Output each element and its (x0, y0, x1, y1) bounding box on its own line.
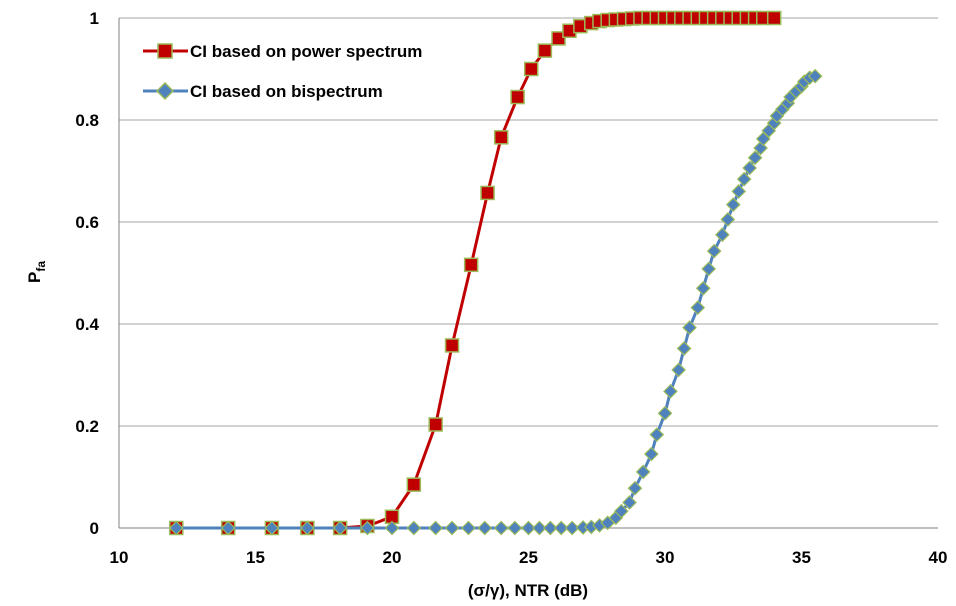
legend-marker-square (157, 43, 173, 59)
x-tick-label: 15 (246, 548, 265, 567)
data-point (428, 520, 444, 536)
data-point (551, 31, 566, 46)
y-tick-label: 0.6 (75, 213, 99, 232)
x-tick-label: 25 (519, 548, 538, 567)
data-point (300, 520, 315, 536)
data-point (682, 320, 697, 335)
svg-text:Pfa: Pfa (25, 261, 48, 283)
y-tick-label: 0.4 (75, 315, 99, 334)
data-point (720, 212, 736, 227)
data-point (663, 383, 678, 399)
data-point (332, 520, 348, 536)
data-point (537, 43, 553, 58)
data-point (695, 280, 711, 296)
data-point (461, 520, 476, 536)
y-tick-label: 0.2 (75, 417, 99, 436)
x-tick-label: 30 (656, 548, 675, 567)
data-point (444, 338, 460, 353)
data-point (493, 520, 509, 536)
legend-label-bispectrum: CI based on bispectrum (190, 82, 383, 101)
data-point (725, 197, 741, 213)
legend-item-power-spectrum: CI based on power spectrum (143, 42, 422, 61)
x-tick-labels: 10 15 20 25 30 35 40 (110, 548, 948, 567)
legend-item-bispectrum: CI based on bispectrum (143, 81, 383, 101)
x-axis-title: (σ/γ), NTR (dB) (468, 581, 588, 600)
data-point (523, 61, 539, 77)
data-point (220, 520, 236, 536)
data-point (168, 520, 184, 536)
legend-label-power-spectrum: CI based on power spectrum (190, 42, 422, 61)
data-point (532, 520, 547, 536)
data-point (406, 477, 422, 492)
data-point (736, 171, 752, 187)
data-point (747, 150, 763, 166)
data-point (542, 520, 558, 536)
data-point (507, 520, 523, 536)
data-point (463, 257, 479, 273)
y-axis-title-main: P (25, 272, 44, 283)
data-point (264, 520, 280, 536)
data-point (627, 480, 643, 496)
data-point (444, 520, 460, 536)
data-point (690, 300, 706, 316)
data-point (360, 520, 375, 536)
data-point (428, 417, 443, 432)
data-point (649, 427, 665, 443)
data-point (521, 520, 536, 536)
data-point (766, 10, 782, 26)
legend-marker-diamond (155, 81, 175, 101)
data-point (480, 185, 495, 201)
y-tick-label: 1 (90, 9, 99, 28)
legend: CI based on power spectrum CI based on b… (143, 42, 422, 101)
data-point (613, 503, 629, 519)
data-point (406, 520, 422, 536)
data-point (384, 520, 400, 536)
data-point (644, 446, 659, 462)
x-tick-label: 20 (383, 548, 402, 567)
data-point (635, 464, 651, 480)
data-point (622, 495, 637, 510)
y-tick-label: 0 (90, 519, 99, 538)
data-point (706, 243, 722, 259)
data-point (553, 520, 569, 536)
data-point (714, 227, 730, 243)
x-tick-label: 40 (929, 548, 948, 567)
y-tick-label: 0.8 (75, 111, 99, 130)
y-axis-title-sub: fa (34, 261, 48, 272)
data-point (564, 520, 580, 536)
data-point (657, 405, 673, 421)
horizontal-gridlines (119, 17, 938, 427)
data-point (731, 184, 747, 199)
data-point (676, 341, 692, 356)
data-point (477, 520, 493, 536)
series-layer (168, 10, 823, 536)
data-point (742, 160, 757, 176)
data-point (510, 89, 525, 105)
series-bispectrum (168, 68, 823, 536)
data-point (807, 68, 823, 84)
x-tick-label: 35 (792, 548, 811, 567)
y-tick-labels: 0 0.2 0.4 0.6 0.8 1 (75, 9, 99, 538)
x-tick-label: 10 (110, 548, 129, 567)
data-point (701, 261, 717, 277)
y-axis-title: Pfa (25, 261, 48, 283)
data-point (493, 130, 509, 145)
data-point (671, 362, 686, 378)
